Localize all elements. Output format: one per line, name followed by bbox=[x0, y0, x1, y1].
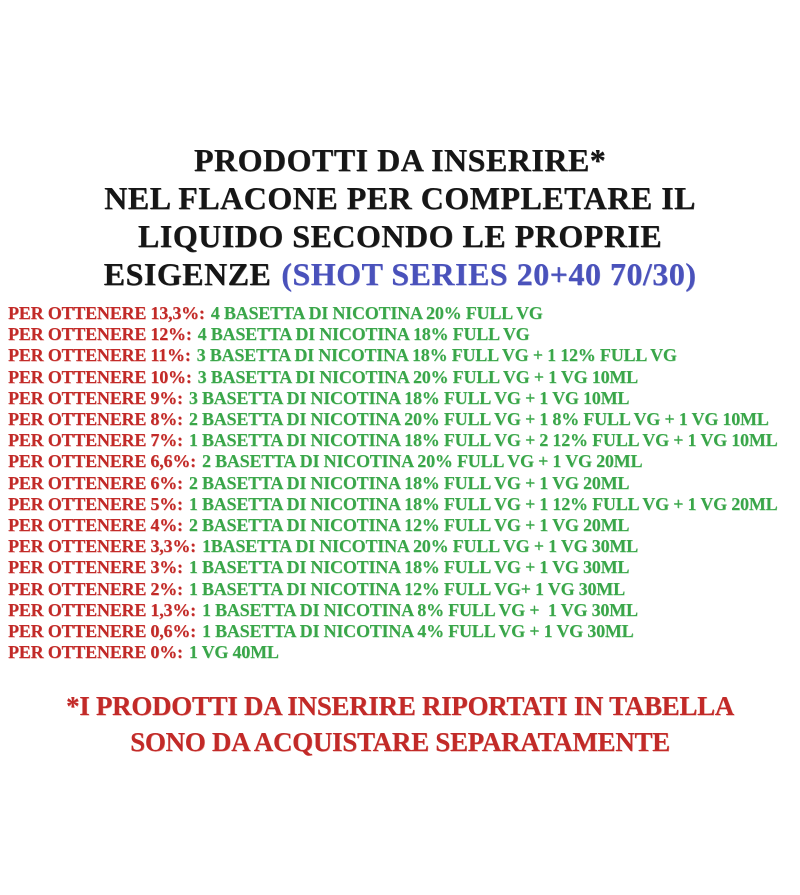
dosage-row-7pct: PER OTTENERE 7%: 1 BASETTA DI NICOTINA 18… bbox=[8, 430, 796, 451]
products-text: 1 VG 40ML bbox=[188, 642, 279, 663]
dosage-row-12pct: PER OTTENERE 12%: 4 BASETTA DI NICOTINA 1… bbox=[8, 324, 796, 345]
title-line-2: NEL FLACONE PER COMPLETARE IL bbox=[104, 180, 696, 216]
products-text: 3 BASETTA DI NICOTINA 20% FULL VG + 1 VG… bbox=[197, 366, 639, 387]
target-label: PER OTTENERE 5%: bbox=[8, 493, 183, 514]
products-text: 2 BASETTA DI NICOTINA 20% FULL VG + 1 VG… bbox=[201, 451, 643, 472]
target-label: PER OTTENERE 6%: bbox=[8, 472, 183, 493]
dosage-row-4pct: PER OTTENERE 4%: 2 BASETTA DI NICOTINA 12… bbox=[8, 515, 796, 536]
dosage-table: PER OTTENERE 13,3%: 4 BASETTA DI NICOTINA… bbox=[8, 303, 796, 663]
products-text: 4 BASETTA DI NICOTINA 18% FULL VG bbox=[197, 324, 530, 345]
page-title: PRODOTTI DA INSERIRE* NEL FLACONE PER CO… bbox=[0, 141, 800, 293]
title-line-3: LIQUIDO SECONDO LE PROPRIE bbox=[137, 218, 663, 254]
products-text: 1 BASETTA DI NICOTINA 18% FULL VG + 1 12… bbox=[188, 493, 778, 514]
dosage-row-9pct: PER OTTENERE 9%: 3 BASETTA DI NICOTINA 18… bbox=[8, 388, 796, 409]
target-label: PER OTTENERE 13,3%: bbox=[8, 303, 205, 323]
dosage-row-10pct: PER OTTENERE 10%: 3 BASETTA DI NICOTINA 2… bbox=[8, 367, 796, 388]
dosage-row-1-3pct: PER OTTENERE 1,3%: 1 BASETTA DI NICOTINA … bbox=[8, 600, 796, 621]
products-text: 1 BASETTA DI NICOTINA 4% FULL VG + 1 VG … bbox=[201, 621, 634, 642]
target-label: PER OTTENERE 1,3%: bbox=[8, 599, 196, 620]
products-text: 2 BASETTA DI NICOTINA 20% FULL VG + 1 8%… bbox=[188, 409, 769, 430]
target-label: PER OTTENERE 4%: bbox=[8, 515, 183, 536]
footer-note: *I PRODOTTI DA INSERIRE RIPORTATI IN TAB… bbox=[0, 688, 800, 760]
dosage-row-11pct: PER OTTENERE 11%: 3 BASETTA DI NICOTINA 1… bbox=[8, 345, 796, 366]
products-text: 1BASETTA DI NICOTINA 20% FULL VG + 1 VG … bbox=[201, 536, 638, 557]
dosage-row-5pct: PER OTTENERE 5%: 1 BASETTA DI NICOTINA 18… bbox=[8, 494, 796, 515]
target-label: PER OTTENERE 0%: bbox=[8, 642, 183, 663]
target-label: PER OTTENERE 8%: bbox=[8, 409, 183, 430]
products-text: 1 BASETTA DI NICOTINA 18% FULL VG + 1 VG… bbox=[188, 557, 630, 578]
products-text: 2 BASETTA DI NICOTINA 18% FULL VG + 1 VG… bbox=[188, 472, 630, 493]
dosage-row-13-3pct: PER OTTENERE 13,3%: 4 BASETTA DI NICOTINA… bbox=[8, 303, 796, 324]
title-shot-series-text: (SHOT SERIES 20+40 70/30) bbox=[281, 256, 697, 292]
title-line-4: ESIGENZE (SHOT SERIES 20+40 70/30) bbox=[0, 255, 800, 293]
dosage-row-2pct: PER OTTENERE 2%: 1 BASETTA DI NICOTINA 12… bbox=[8, 579, 796, 600]
products-text: 3 BASETTA DI NICOTINA 18% FULL VG + 1 12… bbox=[196, 345, 677, 366]
products-text: 1 BASETTA DI NICOTINA 12% FULL VG+ 1 VG … bbox=[188, 578, 625, 599]
dosage-row-8pct: PER OTTENERE 8%: 2 BASETTA DI NICOTINA 20… bbox=[8, 409, 796, 430]
dosage-row-3pct: PER OTTENERE 3%: 1 BASETTA DI NICOTINA 18… bbox=[8, 557, 796, 578]
target-label: PER OTTENERE 3,3%: bbox=[8, 536, 196, 557]
title-line-1: PRODOTTI DA INSERIRE* bbox=[193, 142, 607, 178]
dosage-row-0pct: PER OTTENERE 0%: 1 VG 40ML bbox=[8, 642, 796, 663]
footer-line-2: SONO DA ACQUISTARE SEPARATAMENTE bbox=[130, 727, 670, 757]
footer-line-1: *I PRODOTTI DA INSERIRE RIPORTATI IN TAB… bbox=[66, 691, 734, 721]
dosage-row-0-6pct: PER OTTENERE 0,6%: 1 BASETTA DI NICOTINA … bbox=[8, 621, 796, 642]
products-text: 1 BASETTA DI NICOTINA 8% FULL VG + 1 VG … bbox=[201, 599, 638, 620]
dosage-row-6-6pct: PER OTTENERE 6,6%: 2 BASETTA DI NICOTINA … bbox=[8, 451, 796, 472]
target-label: PER OTTENERE 9%: bbox=[8, 387, 183, 408]
dosage-row-6pct: PER OTTENERE 6%: 2 BASETTA DI NICOTINA 18… bbox=[8, 473, 796, 494]
dosage-row-3-3pct: PER OTTENERE 3,3%: 1BASETTA DI NICOTINA 2… bbox=[8, 536, 796, 557]
target-label: PER OTTENERE 10%: bbox=[8, 366, 192, 387]
target-label: PER OTTENERE 0,6%: bbox=[8, 621, 196, 642]
products-text: 2 BASETTA DI NICOTINA 12% FULL VG + 1 VG… bbox=[188, 515, 630, 536]
target-label: PER OTTENERE 6,6%: bbox=[8, 451, 196, 472]
target-label: PER OTTENERE 12%: bbox=[8, 324, 192, 345]
target-label: PER OTTENERE 3%: bbox=[8, 557, 183, 578]
title-esigenze-text: ESIGENZE bbox=[103, 256, 272, 292]
target-label: PER OTTENERE 2%: bbox=[8, 578, 183, 599]
products-text: 4 BASETTA DI NICOTINA 20% FULL VG bbox=[210, 303, 543, 323]
products-text: 1 BASETTA DI NICOTINA 18% FULL VG + 2 12… bbox=[188, 430, 778, 451]
products-text: 3 BASETTA DI NICOTINA 18% FULL VG + 1 VG… bbox=[188, 387, 630, 408]
target-label: PER OTTENERE 7%: bbox=[8, 430, 183, 451]
target-label: PER OTTENERE 11%: bbox=[8, 345, 191, 366]
